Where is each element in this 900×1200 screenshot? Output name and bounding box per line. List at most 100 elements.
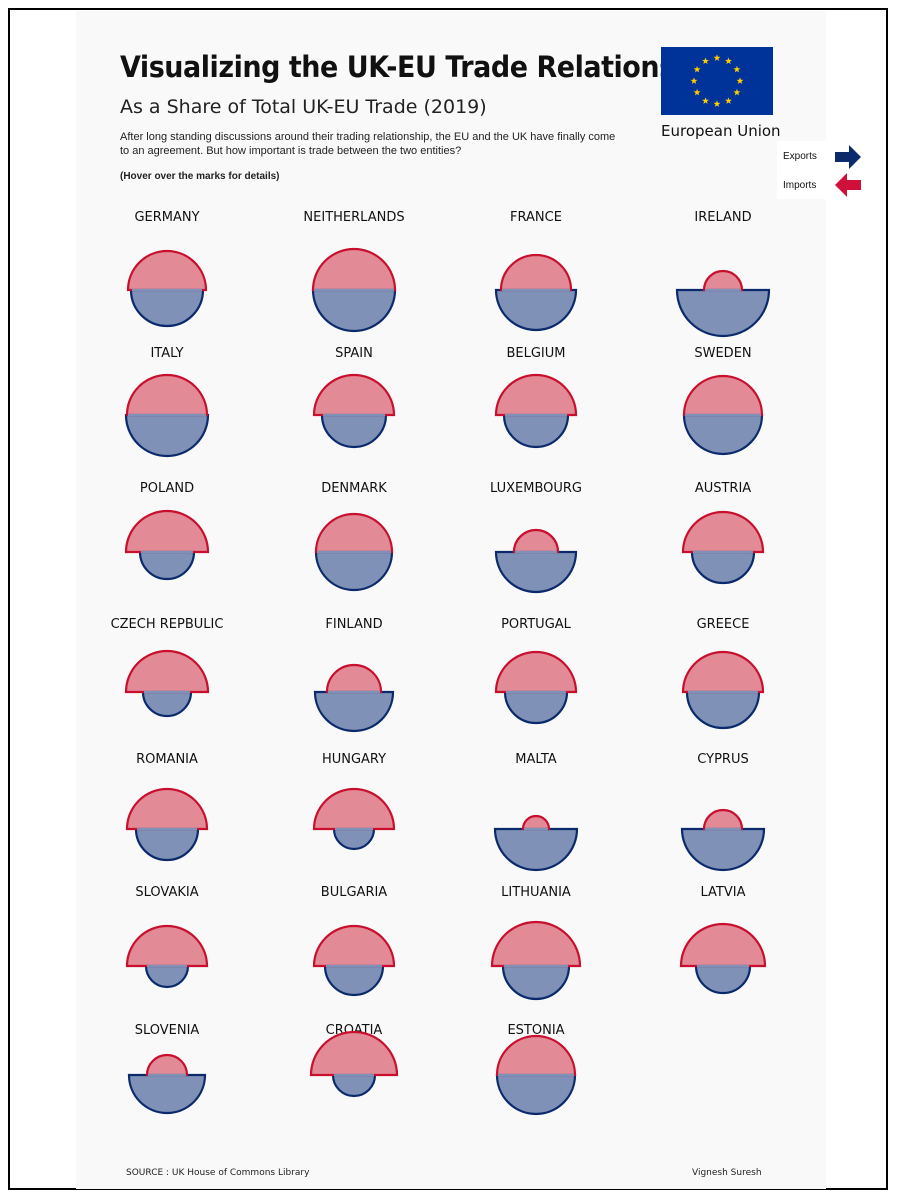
imports-semicircle[interactable] <box>681 510 765 554</box>
eu-label: European Union <box>661 122 781 140</box>
exports-semicircle[interactable] <box>682 413 764 456</box>
country-label: SPAIN <box>335 346 373 361</box>
country-label: IRELAND <box>694 210 751 225</box>
imports-semicircle[interactable] <box>145 1053 189 1077</box>
imports-semicircle[interactable] <box>702 269 744 292</box>
imports-semicircle[interactable] <box>312 373 396 417</box>
exports-semicircle[interactable] <box>129 288 205 328</box>
imports-semicircle[interactable] <box>494 373 578 417</box>
country-mark[interactable]: ESTONIA <box>495 1023 577 1116</box>
exports-semicircle[interactable] <box>124 413 210 458</box>
exports-semicircle[interactable] <box>311 288 397 333</box>
exports-semicircle[interactable] <box>690 550 756 585</box>
country-mark[interactable]: DENMARK <box>314 481 394 592</box>
exports-semicircle[interactable] <box>502 413 570 449</box>
country-mark[interactable]: AUSTRIA <box>681 481 765 585</box>
country-label: FINLAND <box>325 617 382 632</box>
arrow-left-icon <box>833 173 863 202</box>
country-mark[interactable]: SLOVENIA <box>127 1023 207 1115</box>
country-mark[interactable]: IRELAND <box>675 210 771 338</box>
imports-semicircle[interactable] <box>312 924 396 968</box>
imports-semicircle[interactable] <box>495 1034 577 1077</box>
country-mark[interactable]: BULGARIA <box>312 885 396 997</box>
country-mark[interactable]: LATVIA <box>679 885 767 995</box>
country-label: CZECH REPBULIC <box>111 617 224 632</box>
country-mark[interactable]: ITALY <box>124 346 210 458</box>
exports-semicircle[interactable] <box>501 964 571 1001</box>
imports-semicircle[interactable] <box>311 247 397 292</box>
country-mark[interactable]: FRANCE <box>494 210 578 332</box>
imports-semicircle[interactable] <box>125 787 209 831</box>
exports-semicircle[interactable] <box>694 964 752 995</box>
country-mark[interactable]: GREECE <box>681 617 765 730</box>
imports-semicircle[interactable] <box>126 249 208 292</box>
flag-star-icon <box>733 88 741 96</box>
country-label: HUNGARY <box>322 752 386 767</box>
country-mark[interactable]: CZECH REPBULIC <box>111 617 224 718</box>
imports-semicircle[interactable] <box>499 253 573 292</box>
exports-semicircle[interactable] <box>493 827 579 872</box>
country-mark[interactable]: HUNGARY <box>312 752 396 851</box>
country-mark[interactable]: FINLAND <box>313 617 395 733</box>
exports-semicircle[interactable] <box>313 690 395 733</box>
exports-semicircle[interactable] <box>144 964 190 989</box>
country-mark[interactable]: SWEDEN <box>682 346 764 456</box>
exports-semicircle[interactable] <box>331 1073 377 1098</box>
exports-semicircle[interactable] <box>332 827 376 851</box>
exports-semicircle[interactable] <box>494 550 578 594</box>
page-subtitle: As a Share of Total UK-EU Trade (2019) <box>120 96 487 118</box>
exports-semicircle[interactable] <box>675 288 771 338</box>
exports-semicircle[interactable] <box>127 1073 207 1115</box>
exports-semicircle[interactable] <box>314 550 394 592</box>
country-label: NEITHERLANDS <box>303 210 404 225</box>
country-label: BELGIUM <box>506 346 565 361</box>
imports-semicircle[interactable] <box>494 650 578 694</box>
country-mark[interactable]: MALTA <box>493 752 579 872</box>
country-mark[interactable]: LITHUANIA <box>490 885 582 1001</box>
exports-semicircle[interactable] <box>503 690 569 725</box>
imports-semicircle[interactable] <box>702 808 744 831</box>
imports-semicircle[interactable] <box>490 920 582 968</box>
country-mark[interactable]: NEITHERLANDS <box>303 210 405 333</box>
imports-semicircle[interactable] <box>124 649 210 694</box>
country-mark[interactable]: GERMANY <box>126 210 208 328</box>
country-mark[interactable]: SLOVAKIA <box>125 885 209 989</box>
country-mark[interactable]: CYPRUS <box>680 752 766 872</box>
exports-semicircle[interactable] <box>495 1073 577 1116</box>
country-mark[interactable]: SPAIN <box>312 346 396 449</box>
exports-semicircle[interactable] <box>685 690 761 730</box>
imports-semicircle[interactable] <box>314 512 394 554</box>
imports-semicircle[interactable] <box>125 924 209 968</box>
exports-semicircle[interactable] <box>494 288 578 332</box>
country-label: LITHUANIA <box>501 885 571 900</box>
imports-semicircle[interactable] <box>521 814 551 831</box>
imports-semicircle[interactable] <box>312 787 396 831</box>
exports-semicircle[interactable] <box>138 550 196 581</box>
imports-semicircle[interactable] <box>125 373 209 417</box>
country-label: SLOVAKIA <box>135 885 198 900</box>
description-text: After long standing discussions around t… <box>120 131 616 157</box>
exports-semicircle[interactable] <box>323 964 385 997</box>
imports-semicircle[interactable] <box>682 374 764 417</box>
exports-semicircle[interactable] <box>320 413 388 449</box>
country-label: LATVIA <box>701 885 746 900</box>
country-mark[interactable]: BELGIUM <box>494 346 578 449</box>
country-mark[interactable]: POLAND <box>124 481 210 581</box>
country-mark[interactable]: ROMANIA <box>125 752 209 862</box>
country-mark[interactable]: LUXEMBOURG <box>490 481 582 594</box>
country-label: POLAND <box>140 481 194 496</box>
imports-semicircle[interactable] <box>325 663 383 694</box>
flag-star-icon <box>713 100 721 107</box>
arrow-right-icon <box>833 145 863 174</box>
exports-semicircle[interactable] <box>680 827 766 872</box>
flag-star-icon <box>733 65 741 73</box>
exports-semicircle[interactable] <box>141 690 193 718</box>
country-mark[interactable]: PORTUGAL <box>494 617 578 725</box>
imports-semicircle[interactable] <box>681 650 765 694</box>
imports-semicircle[interactable] <box>512 528 560 554</box>
imports-semicircle[interactable] <box>679 922 767 968</box>
imports-semicircle[interactable] <box>309 1030 399 1077</box>
country-mark[interactable]: CROATIA <box>309 1023 399 1098</box>
exports-semicircle[interactable] <box>134 827 200 862</box>
imports-semicircle[interactable] <box>124 509 210 554</box>
